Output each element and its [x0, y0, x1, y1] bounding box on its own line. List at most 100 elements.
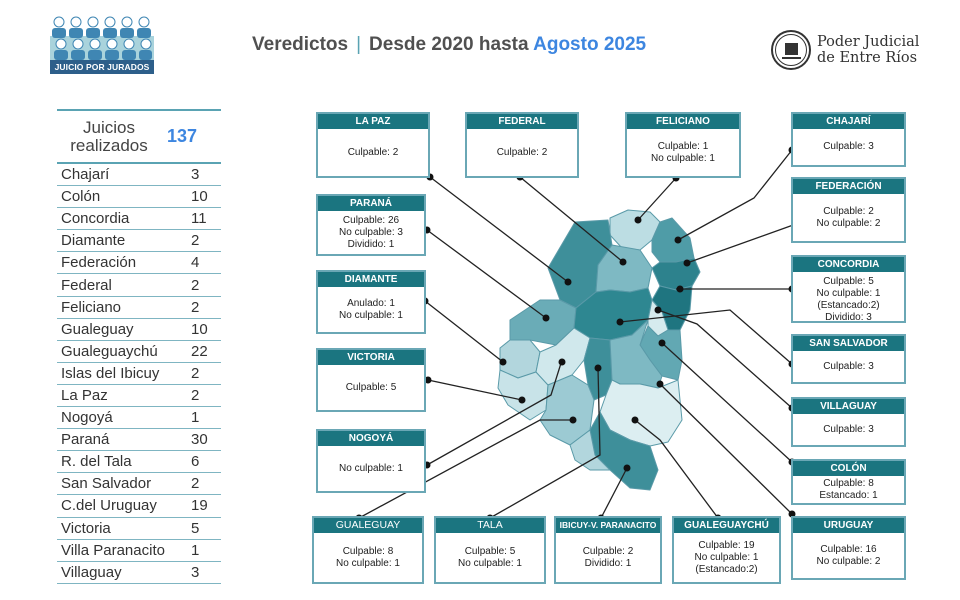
- box-title: URUGUAY: [793, 518, 904, 533]
- dept-colon: [639, 325, 683, 381]
- box-federacion: FEDERACIÓN Culpable: 2 No culpable: 2: [791, 177, 906, 243]
- box-body: Culpable: 2 No culpable: 2: [793, 194, 904, 241]
- box-body: Culpable: 2: [467, 129, 577, 176]
- box-line: Culpable: 1: [657, 140, 709, 152]
- title-date-accent: Agosto 2025: [533, 34, 647, 55]
- box-line: Culpable: 8: [823, 477, 874, 489]
- dept-la-paz: [547, 219, 613, 309]
- poder-judicial-logo: Poder Judicial de Entre Ríos: [771, 30, 919, 70]
- box-line: (Estancado:2): [695, 563, 758, 575]
- dept-victoria: [497, 369, 549, 421]
- row-name: Islas del Ibicuy: [61, 364, 160, 382]
- box-title: PARANÁ: [318, 196, 424, 211]
- box-line: Estancado: 1: [819, 489, 878, 501]
- row-value: 22: [191, 342, 208, 360]
- table-row: Diamante 2: [57, 230, 221, 253]
- box-line: Culpable: 3: [823, 423, 874, 435]
- box-line: No culpable: 1: [694, 551, 759, 563]
- jurors-illustration-icon: [50, 16, 154, 60]
- box-title: GUALEGUAY: [314, 518, 422, 533]
- box-gualeguay: GUALEGUAY Culpable: 8 No culpable: 1: [312, 516, 424, 584]
- dept-tala: [583, 337, 613, 401]
- box-body: Culpable: 3: [793, 129, 904, 165]
- row-name: Victoria: [61, 519, 111, 537]
- box-chajari: CHAJARÍ Culpable: 3: [791, 112, 906, 167]
- judicial-seal-icon: [771, 30, 811, 70]
- row-name: Federación: [61, 254, 137, 272]
- box-line: Culpable: 2: [496, 146, 548, 158]
- box-body: Culpable: 5: [318, 365, 424, 410]
- row-value: 2: [191, 475, 200, 493]
- table-row: Nogoyá 1: [57, 407, 221, 430]
- box-line: No culpable: 2: [816, 217, 881, 229]
- box-line: No culpable: 1: [339, 462, 403, 474]
- row-name: Gualeguaychú: [61, 342, 158, 360]
- table-row: C.del Uruguay 19: [57, 495, 221, 518]
- table-row: Paraná 30: [57, 429, 221, 452]
- logo-line-2: de Entre Ríos: [817, 50, 918, 66]
- box-diamante: DIAMANTE Anulado: 1 No culpable: 1: [316, 270, 426, 334]
- box-line: No culpable: 2: [816, 555, 881, 567]
- table-row: Colón 10: [57, 186, 221, 209]
- box-body: Culpable: 19 No culpable: 1 (Estancado:2): [674, 533, 779, 582]
- box-line: Culpable: 3: [823, 141, 874, 152]
- row-value: 2: [191, 364, 200, 382]
- row-name: Chajarí: [61, 166, 110, 184]
- box-body: Culpable: 16 No culpable: 2: [793, 533, 904, 578]
- table-row: La Paz 2: [57, 385, 221, 408]
- box-title: SAN SALVADOR: [793, 336, 904, 351]
- table-header: Juicios realizados 137: [57, 109, 221, 164]
- dept-san-salvador: [647, 299, 669, 337]
- box-body: Culpable: 8 Estancado: 1: [793, 476, 904, 503]
- box-title: FEDERAL: [467, 114, 577, 129]
- box-line: Dividido: 1: [584, 557, 632, 569]
- box-villaguay: VILLAGUAY Culpable: 3: [791, 397, 906, 447]
- row-value: 5: [191, 519, 200, 537]
- box-line: No culpable: 1: [336, 557, 400, 569]
- juicio-por-jurados-logo: JUICIO POR JURADOS: [48, 14, 156, 76]
- poder-judicial-text: Poder Judicial de Entre Ríos: [817, 34, 919, 66]
- box-title: TALA: [436, 518, 544, 533]
- box-body: Culpable: 3: [793, 351, 904, 382]
- row-name: Villaguay: [61, 563, 122, 581]
- table-row: Chajarí 3: [57, 164, 221, 187]
- box-la-paz: LA PAZ Culpable: 2: [316, 112, 430, 178]
- box-body: Anulado: 1 No culpable: 1: [318, 287, 424, 332]
- table-row: Villaguay 3: [57, 562, 221, 584]
- row-name: Federal: [61, 276, 112, 294]
- box-line: Culpable: 5: [464, 545, 516, 557]
- box-ibicuy: IBICUY-V. PARANACITO Culpable: 2 Dividido…: [554, 516, 662, 584]
- box-body: Culpable: 2 Dividido: 1: [556, 533, 660, 582]
- box-san-salvador: SAN SALVADOR Culpable: 3: [791, 334, 906, 384]
- dept-feliciano: [609, 209, 661, 251]
- table-row: Federación 4: [57, 252, 221, 275]
- dept-federacion: [651, 257, 701, 291]
- box-colon: COLÓN Culpable: 8 Estancado: 1: [791, 459, 906, 505]
- table-row: Concordia 11: [57, 208, 221, 231]
- box-line: Culpable: 8: [342, 545, 394, 557]
- row-name: Concordia: [61, 210, 130, 228]
- box-line: Dividido: 3: [825, 312, 872, 323]
- box-gualeguaychu: GUALEGUAYCHÚ Culpable: 19 No culpable: 1(…: [672, 516, 781, 584]
- box-line: Culpable: 19: [698, 539, 755, 551]
- table-row: Gualeguaychú 22: [57, 341, 221, 363]
- dept-ibicuy: [569, 429, 611, 471]
- row-name: Villa Paranacito: [61, 541, 165, 559]
- row-name: Colón: [61, 188, 101, 206]
- logo-banner-text: JUICIO POR JURADOS: [50, 60, 154, 74]
- box-line: Culpable: 16: [820, 543, 877, 555]
- box-body: Culpable: 5 No culpable: 1 (Estancado:2) Di…: [793, 272, 904, 323]
- box-title: FELICIANO: [627, 114, 739, 129]
- row-value: 30: [191, 431, 208, 449]
- table-row: Feliciano 2: [57, 297, 221, 319]
- dept-concordia: [651, 285, 693, 331]
- row-value: 19: [191, 497, 208, 515]
- box-line: Culpable: 5: [823, 276, 874, 287]
- row-value: 2: [191, 276, 200, 294]
- box-line: No culpable: 1: [339, 309, 403, 321]
- logo-line-1: Poder Judicial: [817, 34, 920, 50]
- title-range: Desde 2020 hasta: [369, 34, 529, 55]
- row-name: Gualeguay: [61, 320, 134, 338]
- row-value: 6: [191, 453, 200, 471]
- box-title: CHAJARÍ: [793, 114, 904, 129]
